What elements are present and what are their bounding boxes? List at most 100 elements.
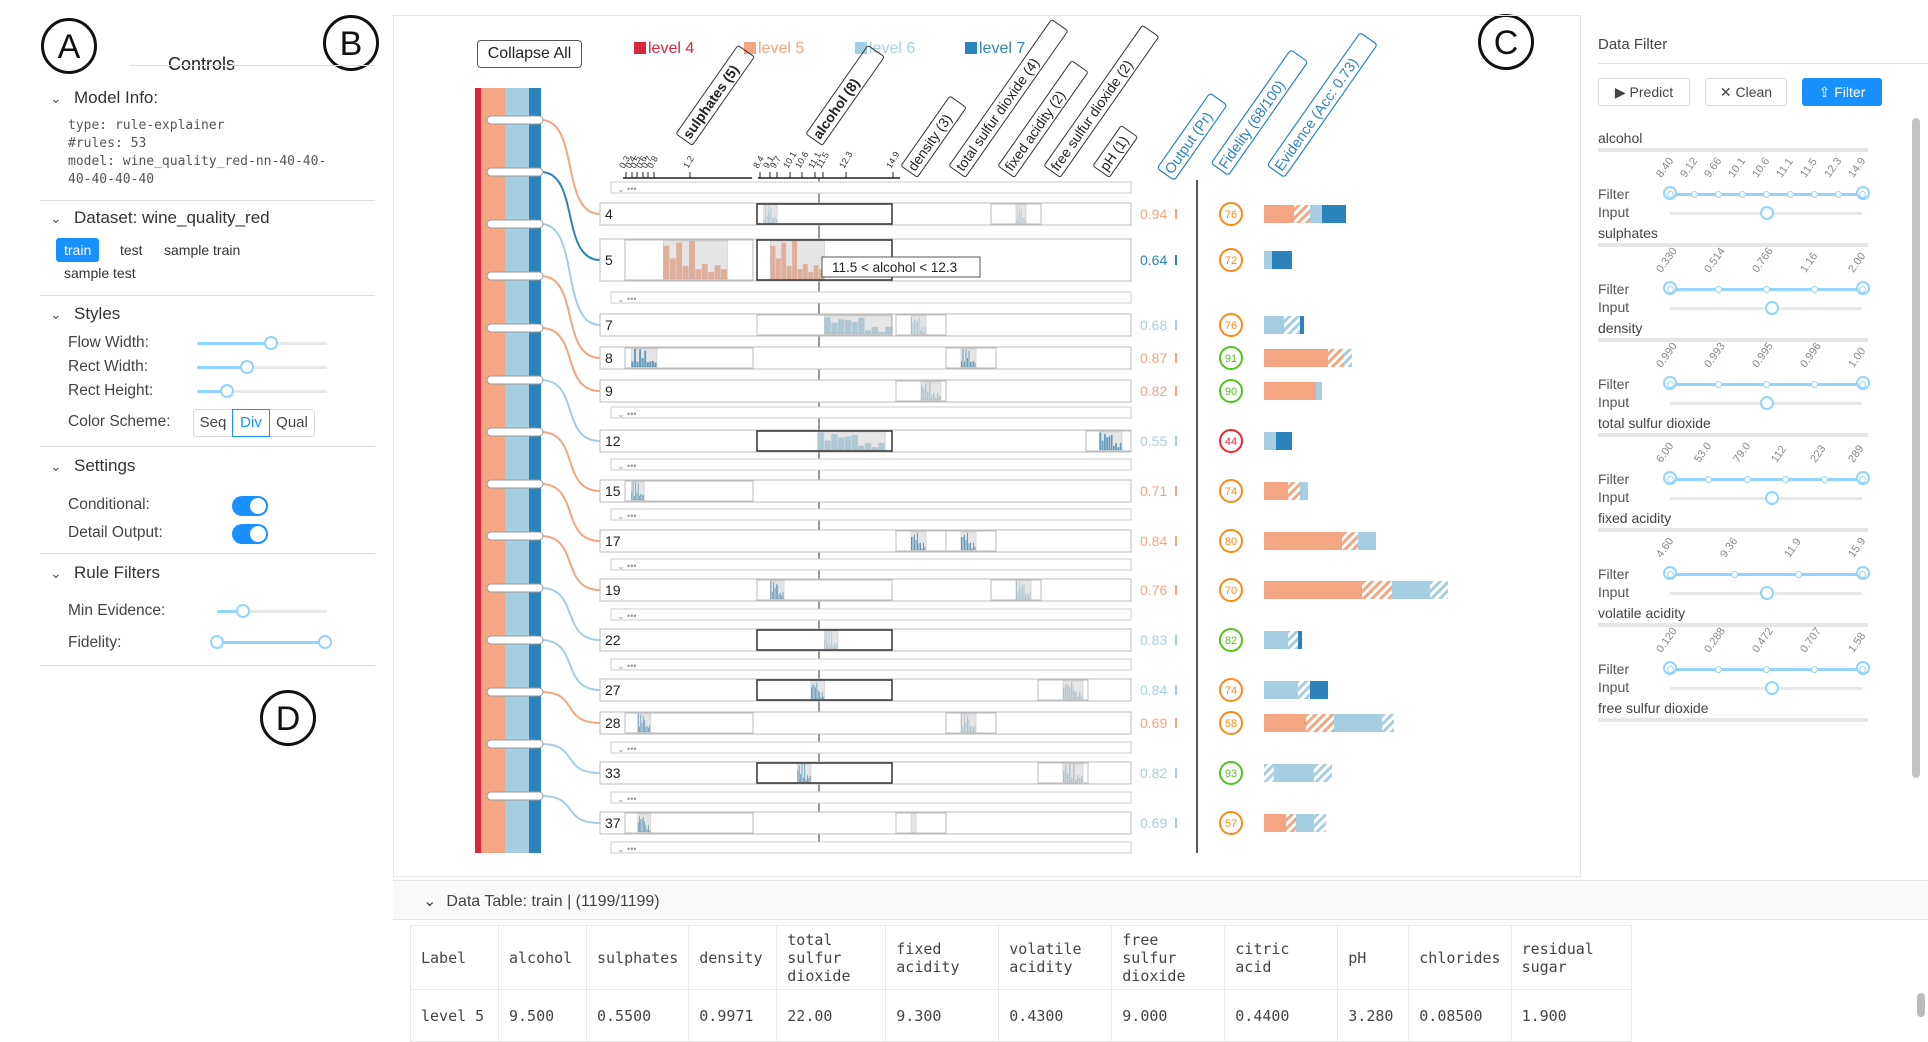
data-table: Label alcohol sulphates density total sulfur…	[410, 925, 1632, 1042]
input-knob[interactable]	[1760, 206, 1774, 220]
input-row-label: Input	[1598, 679, 1630, 695]
fidelity-range-slider[interactable]	[210, 635, 332, 649]
legend-level-6: level 6	[855, 40, 915, 58]
legend-level-5: level 5	[744, 40, 804, 58]
filter-row-label: Filter	[1598, 281, 1630, 297]
flow-width-slider[interactable]	[197, 336, 327, 350]
column-header[interactable]: alcohol	[498, 925, 587, 990]
model-rules-count: #rules: 53	[68, 136, 147, 151]
marker-d: D	[260, 690, 316, 746]
predict-button[interactable]: ▶ Predict	[1598, 78, 1690, 106]
marker-a: A	[41, 18, 97, 74]
table-cell: 0.4300	[998, 989, 1113, 1042]
rule-filters-header[interactable]: ⌄ Rule Filters	[50, 563, 160, 582]
flow-width-label: Flow Width:	[68, 334, 149, 351]
styles-header[interactable]: ⌄ Styles	[50, 304, 121, 323]
input-row-label: Input	[1598, 299, 1630, 315]
filter-tick-dot	[1811, 286, 1818, 293]
input-knob[interactable]	[1765, 301, 1779, 315]
filter-row-label: Filter	[1598, 566, 1630, 582]
table-cell: 0.08500	[1408, 989, 1512, 1042]
input-knob[interactable]	[1760, 396, 1774, 410]
feature-distribution-bar	[1598, 338, 1868, 342]
table-cell: 0.5500	[585, 989, 690, 1042]
column-header[interactable]: sulphates	[585, 925, 690, 990]
table-cell: 1.900	[1510, 989, 1632, 1042]
conditional-label: Conditional:	[68, 496, 150, 513]
filter-tick-dot	[1859, 476, 1866, 483]
column-header[interactable]: volatile acidity	[998, 925, 1113, 990]
scheme-qual-button[interactable]: Qual	[269, 409, 315, 437]
chevron-down-icon: ⌄	[50, 306, 62, 322]
filter-tick-dot	[1667, 381, 1674, 388]
column-header[interactable]: residual sugar	[1510, 925, 1632, 990]
model-name-line2: 40-40-40-40	[68, 172, 155, 187]
rect-width-slider[interactable]	[197, 360, 327, 374]
clean-button[interactable]: ✕ Clean	[1705, 78, 1787, 106]
conditional-toggle[interactable]	[232, 496, 268, 516]
column-header[interactable]: chlorides	[1408, 925, 1512, 990]
scheme-seq-button[interactable]: Seq	[193, 409, 233, 437]
filter-tick-dot	[1811, 381, 1818, 388]
column-header[interactable]: density	[688, 925, 778, 990]
filter-tick-dot	[1731, 571, 1738, 578]
filter-feature-name: total sulfur dioxide	[1598, 415, 1711, 431]
table-cell: 0.9971	[688, 989, 778, 1042]
column-header[interactable]: citric acid	[1224, 925, 1339, 990]
model-info-header[interactable]: ⌄ Model Info:	[50, 88, 159, 107]
filter-row-label: Filter	[1598, 661, 1630, 677]
input-knob[interactable]	[1760, 586, 1774, 600]
rect-height-slider[interactable]	[197, 384, 327, 398]
column-header[interactable]: total sulfur dioxide	[776, 925, 887, 990]
filter-tick-dot	[1715, 381, 1722, 388]
input-knob[interactable]	[1765, 491, 1779, 505]
filter-feature-name: density	[1598, 320, 1643, 336]
detail-output-label: Detail Output:	[68, 524, 163, 541]
feature-distribution-bar	[1598, 528, 1868, 532]
settings-header[interactable]: ⌄ Settings	[50, 456, 136, 475]
table-cell: level 5	[410, 989, 499, 1042]
input-row-label: Input	[1598, 489, 1630, 505]
filter-range-track[interactable]	[1670, 478, 1862, 481]
controls-panel: Controls ⌄ Model Info: type: rule-explain…	[40, 50, 375, 835]
column-header[interactable]: Label	[410, 925, 499, 990]
filter-button[interactable]: ⇪ Filter	[1802, 78, 1882, 106]
dataset-tab-sample-test[interactable]: sample test	[64, 265, 136, 281]
marker-c: C	[1478, 14, 1534, 70]
filter-feature-name: alcohol	[1598, 130, 1643, 146]
filter-tick-dot	[1835, 191, 1842, 198]
table-scrollbar[interactable]	[1917, 993, 1925, 1017]
filter-tick-dot	[1811, 191, 1818, 198]
scheme-div-button[interactable]: Div	[232, 409, 270, 437]
column-header[interactable]: pH	[1337, 925, 1410, 990]
min-evidence-label: Min Evidence:	[68, 602, 166, 619]
close-icon: ✕	[1719, 84, 1732, 100]
filter-tick-dot	[1859, 571, 1866, 578]
chevron-down-icon: ⌄	[50, 565, 62, 581]
collapse-all-button[interactable]: Collapse All	[477, 40, 582, 68]
legend-level-4: level 4	[634, 40, 694, 58]
filter-tick-dot	[1715, 286, 1722, 293]
data-table-title: Data Table: train | (1199/1199)	[446, 893, 660, 910]
data-table-header[interactable]: ⌄ Data Table: train | (1199/1199)	[393, 880, 1928, 920]
controls-title: Controls	[168, 54, 236, 74]
dataset-header[interactable]: ⌄ Dataset: wine_quality_red	[50, 208, 270, 227]
column-header[interactable]: free sulfur dioxide	[1111, 925, 1226, 990]
table-cell: 9.300	[885, 989, 1000, 1042]
table-row[interactable]: level 5 9.500 0.5500 0.9971 22.00 9.300 0.4300…	[410, 989, 1632, 1042]
column-header[interactable]: fixed acidity	[885, 925, 1000, 990]
filter-tick-dot	[1667, 666, 1674, 673]
detail-output-toggle[interactable]	[232, 524, 268, 544]
filter-feature-name: free sulfur dioxide	[1598, 700, 1709, 716]
filter-scrollbar[interactable]	[1912, 118, 1920, 778]
table-cell: 0.4400	[1224, 989, 1339, 1042]
min-evidence-slider[interactable]	[217, 604, 327, 618]
filter-row-label: Filter	[1598, 471, 1630, 487]
dataset-tab-sample-train[interactable]: sample train	[164, 242, 241, 258]
marker-b: B	[323, 15, 379, 71]
filter-range-track[interactable]	[1670, 573, 1862, 576]
input-knob[interactable]	[1765, 681, 1779, 695]
dataset-tab-test[interactable]: test	[120, 242, 143, 258]
fidelity-label: Fidelity:	[68, 634, 122, 651]
dataset-tab-train[interactable]: train	[56, 238, 100, 262]
